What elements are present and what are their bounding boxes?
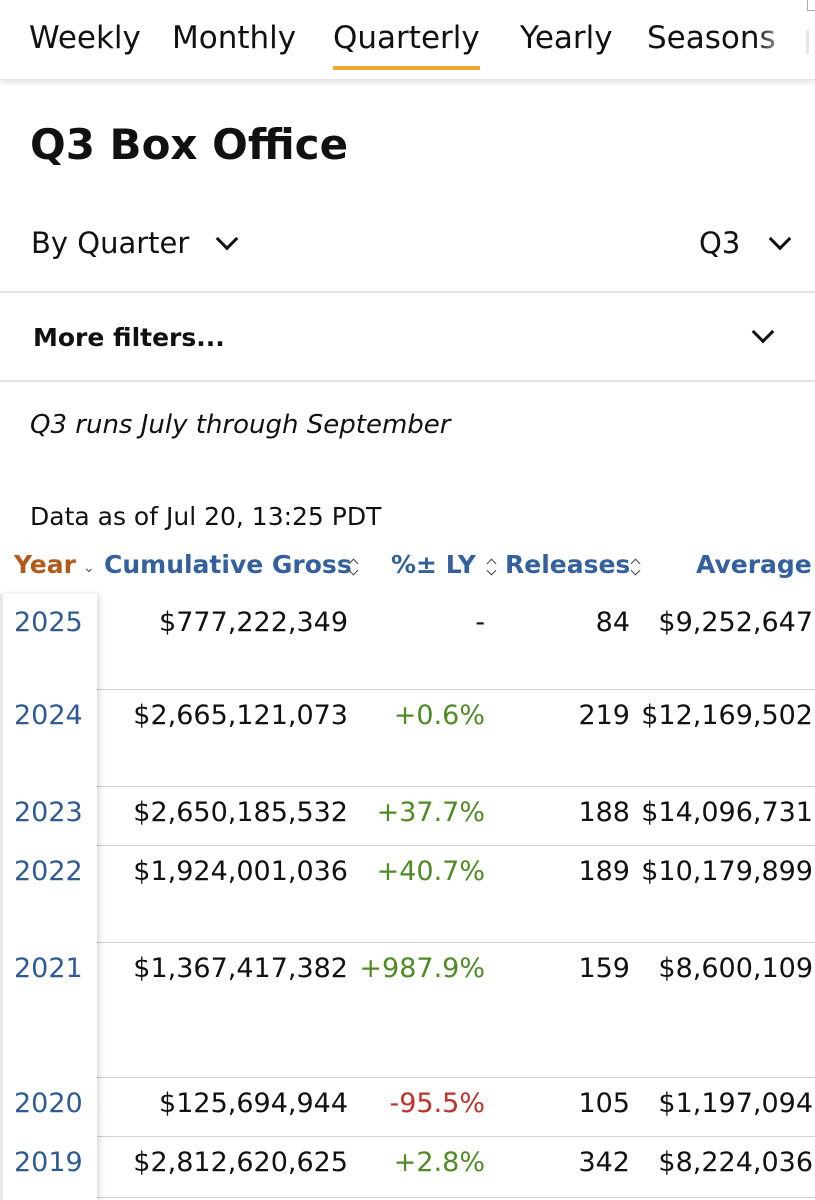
sort-icon [629, 557, 641, 577]
average-gross: $10,179,899 [641, 856, 813, 887]
page-title: Q3 Box Office [30, 120, 349, 169]
chevron-down-icon [215, 227, 238, 251]
releases-count: 219 [578, 700, 630, 731]
pct-change: +37.7% [376, 797, 485, 828]
header-cumulative-gross[interactable]: Cumulative Gross [104, 550, 352, 579]
cumulative-gross: $2,650,185,532 [133, 797, 348, 828]
pct-change: -95.5% [389, 1088, 485, 1119]
releases-count: 159 [578, 953, 630, 984]
table-row: 2019 $2,812,620,625 +2.8% 342 $8,224,036 [0, 1137, 815, 1198]
cumulative-gross: $1,924,001,036 [133, 856, 348, 887]
tab-seasons[interactable]: Seasons [647, 20, 776, 56]
by-quarter-dropdown[interactable]: By Quarter [31, 226, 238, 260]
header-year[interactable]: Year [14, 550, 76, 579]
releases-count: 342 [578, 1147, 630, 1178]
cumulative-gross: $125,694,944 [159, 1088, 348, 1119]
year-link[interactable]: 2023 [14, 797, 83, 828]
chevron-down-icon [751, 320, 775, 344]
table-row: 2021 $1,367,417,382 +987.9% 159 $8,600,1… [0, 943, 815, 1078]
tab-overflow-fade [755, 0, 815, 79]
cumulative-gross: $2,665,121,073 [133, 700, 348, 731]
tab-yearly[interactable]: Yearly [520, 20, 613, 56]
header-pct-ly[interactable]: %± LY [391, 550, 476, 579]
window-corner [807, 0, 815, 11]
releases-count: 188 [578, 797, 630, 828]
header-average[interactable]: Average [696, 550, 812, 579]
pct-change: - [475, 607, 485, 638]
divider [0, 291, 815, 293]
sort-desc-icon: ⌄ [83, 560, 95, 576]
period-tabs: Weekly Monthly Quarterly Yearly Seasons [0, 0, 815, 80]
sticky-year-column [0, 594, 97, 1200]
by-quarter-label: By Quarter [31, 226, 190, 260]
average-gross: $9,252,647 [658, 607, 813, 638]
releases-count: 189 [578, 856, 630, 887]
pct-change: +987.9% [359, 953, 485, 984]
quarter-note: Q3 runs July through September [30, 410, 451, 440]
year-link[interactable]: 2021 [14, 953, 83, 984]
cumulative-gross: $777,222,349 [159, 607, 348, 638]
quarter-dropdown[interactable]: Q3 [699, 226, 791, 260]
more-filters-label: More filters... [33, 323, 225, 352]
tab-quarterly[interactable]: Quarterly [333, 20, 480, 70]
average-gross: $8,600,109 [658, 953, 813, 984]
header-releases[interactable]: Releases [505, 550, 631, 579]
tab-weekly[interactable]: Weekly [29, 20, 141, 56]
pct-change: +2.8% [393, 1147, 485, 1178]
pct-change: +40.7% [376, 856, 485, 887]
average-gross: $14,096,731 [641, 797, 813, 828]
releases-count: 84 [595, 607, 630, 638]
year-link[interactable]: 2025 [14, 607, 83, 638]
year-link[interactable]: 2020 [14, 1088, 83, 1119]
cumulative-gross: $1,367,417,382 [133, 953, 348, 984]
year-link[interactable]: 2022 [14, 856, 83, 887]
tab-monthly[interactable]: Monthly [172, 20, 297, 56]
divider [0, 380, 815, 382]
table-row: 2024 $2,665,121,073 +0.6% 219 $12,169,50… [0, 690, 815, 787]
tab-overflow-edge [806, 30, 809, 54]
table-row: 2025 $777,222,349 - 84 $9,252,647 [0, 597, 815, 690]
year-link[interactable]: 2024 [14, 700, 83, 731]
pct-change: +0.6% [393, 700, 485, 731]
chevron-down-icon [768, 227, 791, 251]
average-gross: $8,224,036 [658, 1147, 813, 1178]
table-row: 2020 $125,694,944 -95.5% 105 $1,197,094 [0, 1078, 815, 1137]
cumulative-gross: $2,812,620,625 [133, 1147, 348, 1178]
table-row: 2023 $2,650,185,532 +37.7% 188 $14,096,7… [0, 787, 815, 846]
average-gross: $12,169,502 [641, 700, 813, 731]
sort-icon [347, 557, 359, 577]
average-gross: $1,197,094 [658, 1088, 813, 1119]
releases-count: 105 [578, 1088, 630, 1119]
table-row: 2022 $1,924,001,036 +40.7% 189 $10,179,8… [0, 846, 815, 943]
data-timestamp: Data as of Jul 20, 13:25 PDT [30, 502, 382, 531]
more-filters-toggle[interactable]: More filters... [0, 293, 815, 381]
sort-icon [485, 557, 497, 577]
quarter-value: Q3 [699, 226, 741, 260]
year-link[interactable]: 2019 [14, 1147, 83, 1178]
